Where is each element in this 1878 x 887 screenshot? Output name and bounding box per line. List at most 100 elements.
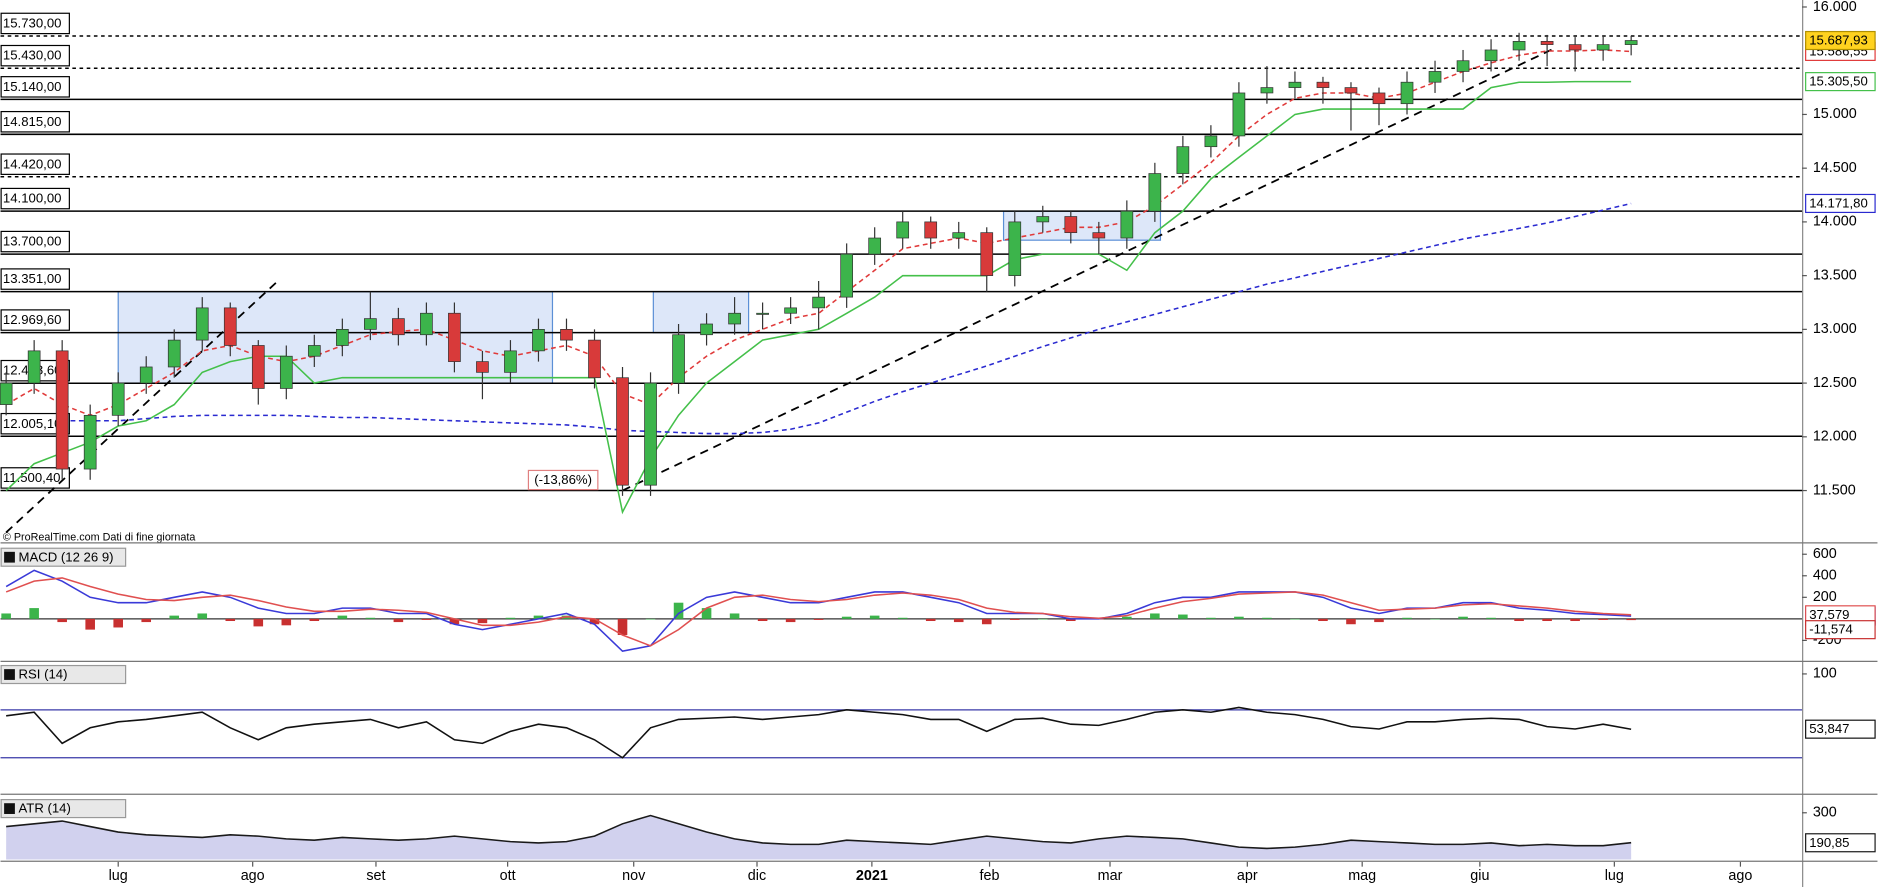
histogram-bar xyxy=(1009,618,1020,620)
last-value-box xyxy=(1805,193,1876,214)
candle-body xyxy=(448,312,461,362)
histogram-bar xyxy=(169,615,180,619)
annotation: (-13,86%) xyxy=(534,472,592,487)
y-tick-label: 200 xyxy=(1813,589,1837,605)
histogram-bar xyxy=(645,618,656,620)
y-tick-label: 12.000 xyxy=(1813,429,1857,445)
candle-body xyxy=(1092,232,1106,239)
histogram-bar xyxy=(1290,618,1300,620)
level-label-box xyxy=(0,44,70,67)
last-value-label: 15.687,93 xyxy=(1809,33,1868,48)
level-label-box xyxy=(0,153,70,175)
candle-body xyxy=(1316,81,1330,88)
candle-body xyxy=(952,232,966,239)
histogram-bar xyxy=(1402,617,1412,619)
histogram-bar xyxy=(533,615,544,619)
series-line xyxy=(5,577,1632,647)
y-tick-label: 16.000 xyxy=(1813,0,1857,15)
histogram-bar xyxy=(113,618,123,628)
y-tick-label: 14.000 xyxy=(1813,214,1857,230)
level-label-box xyxy=(0,467,70,489)
candle-body xyxy=(1540,41,1554,45)
y-tick-label: 300 xyxy=(1813,805,1837,821)
candle-body xyxy=(588,339,601,379)
panel-title-icon xyxy=(4,669,15,680)
candle-body xyxy=(1120,210,1134,239)
candle-body xyxy=(896,221,910,239)
histogram-bar xyxy=(85,618,95,630)
candle-body xyxy=(1204,135,1218,148)
histogram-bar xyxy=(1598,618,1608,620)
histogram-bar xyxy=(421,618,432,620)
histogram-bar xyxy=(253,618,264,627)
annotation-box xyxy=(527,469,599,491)
candle-body xyxy=(1512,41,1526,51)
histogram-bar xyxy=(701,608,712,619)
histogram-bar xyxy=(1458,616,1468,619)
last-value-box xyxy=(1805,30,1876,51)
series-line xyxy=(5,569,1632,653)
candle-body xyxy=(1372,92,1386,105)
panel-title-box xyxy=(0,664,127,685)
candle-body xyxy=(700,323,713,336)
histogram-bar xyxy=(337,615,348,619)
x-tick-label: ago xyxy=(1728,868,1752,884)
candle-body xyxy=(756,312,769,315)
histogram-bar xyxy=(1234,616,1244,619)
candle-body xyxy=(980,232,994,276)
histogram-bar xyxy=(813,618,824,620)
histogram-bar xyxy=(617,618,628,636)
candle-body xyxy=(111,382,125,416)
histogram-bar xyxy=(393,618,404,623)
last-value-label: 53,847 xyxy=(1809,721,1849,736)
candle-body xyxy=(560,329,573,341)
x-tick-label: lug xyxy=(1605,868,1624,884)
candle-body xyxy=(644,382,657,486)
candle-body xyxy=(1176,146,1190,174)
x-tick-label: dic xyxy=(748,868,766,884)
level-label: 12.969,60 xyxy=(3,312,62,327)
last-value-label: 37,579 xyxy=(1809,607,1849,622)
histogram-bar xyxy=(1122,616,1132,619)
candle-body xyxy=(1596,44,1610,51)
panel-title-icon xyxy=(4,551,15,563)
histogram-bar xyxy=(1430,618,1440,620)
last-value-label: -11,574 xyxy=(1809,622,1853,637)
x-tick-label: ago xyxy=(241,868,265,884)
level-label-box xyxy=(0,110,70,133)
histogram-bar xyxy=(365,617,376,619)
series-line xyxy=(6,814,1632,850)
histogram-bar xyxy=(1374,618,1384,623)
candle-body xyxy=(784,307,797,314)
candle-body xyxy=(1624,40,1638,45)
histogram-bar xyxy=(841,616,852,619)
histogram-bar xyxy=(925,618,936,622)
candle-body xyxy=(924,221,938,239)
panel-title: RSI (14) xyxy=(18,667,67,682)
candle-body xyxy=(504,350,517,373)
candle-body xyxy=(167,339,181,368)
level-label: 11.500,40 xyxy=(3,470,61,485)
y-tick-label: 600 xyxy=(1813,546,1837,562)
histogram-bar xyxy=(589,618,600,625)
histogram-bar xyxy=(477,618,488,624)
candle-body xyxy=(1428,71,1442,83)
candle-body xyxy=(1400,81,1414,105)
source-note: © ProRealTime.com Dati di fine giornata xyxy=(3,531,195,543)
histogram-bar xyxy=(1037,618,1048,620)
candle-body xyxy=(1456,60,1470,72)
level-label-box xyxy=(0,76,70,98)
candle-body xyxy=(868,237,882,255)
candle-body xyxy=(1568,44,1582,51)
candle-body xyxy=(616,377,629,486)
y-tick-label: 14.500 xyxy=(1813,160,1857,176)
level-label-box xyxy=(0,268,70,290)
level-label-box xyxy=(0,412,70,435)
histogram-bar xyxy=(1626,618,1636,621)
histogram-bar xyxy=(1150,613,1160,619)
y-tick-label: 13.000 xyxy=(1813,321,1857,337)
histogram-bar xyxy=(729,613,740,619)
candle-body xyxy=(1036,216,1050,223)
histogram-bar xyxy=(1,613,11,619)
